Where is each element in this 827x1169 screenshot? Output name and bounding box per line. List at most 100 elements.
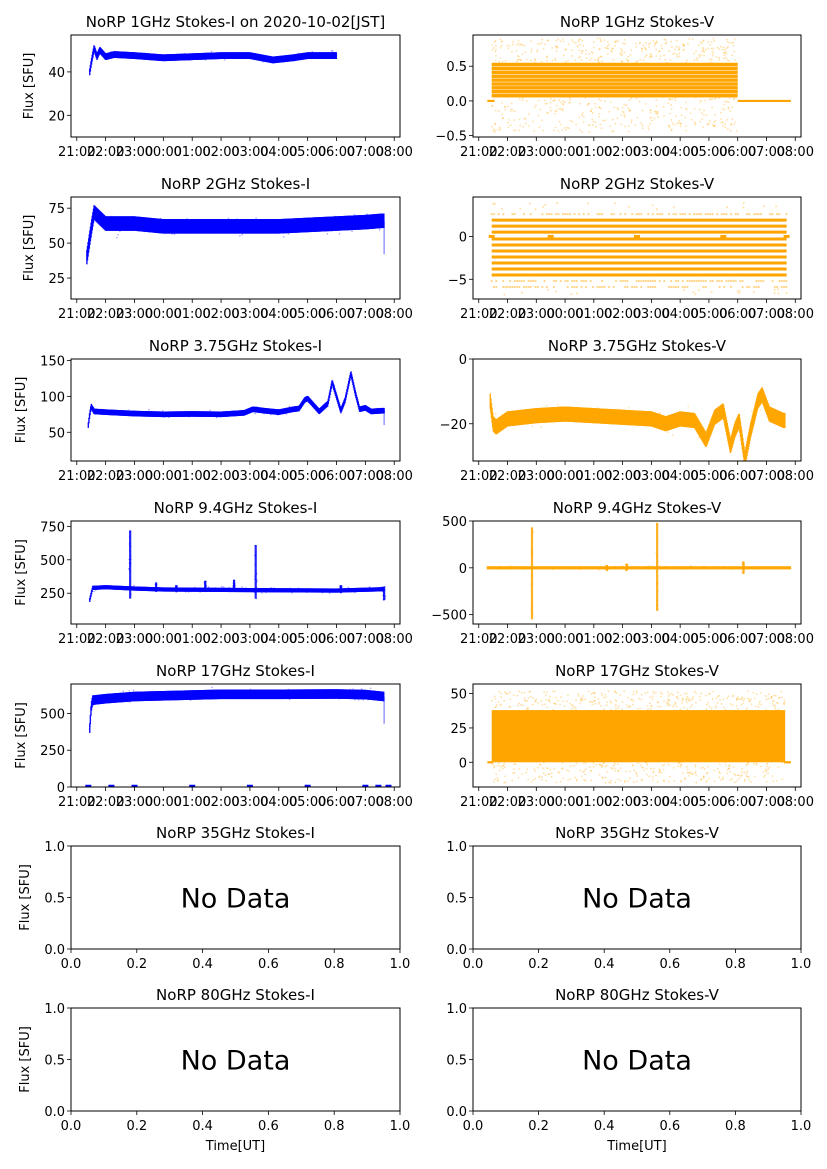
- data-point: [723, 213, 726, 216]
- data-point: [255, 217, 257, 219]
- data-point: [657, 110, 660, 113]
- data-point: [519, 59, 522, 61]
- data-point: [521, 53, 524, 56]
- data-point: [780, 285, 783, 289]
- data-point: [723, 103, 726, 106]
- data-point: [630, 97, 633, 100]
- data-point: [572, 41, 575, 44]
- data-point: [548, 213, 551, 216]
- data-point: [708, 122, 711, 125]
- data-point: [677, 285, 680, 289]
- data-point: [778, 213, 781, 216]
- data-point: [254, 591, 256, 594]
- data-point: [511, 50, 513, 53]
- data-point: [579, 55, 582, 58]
- data-point: [547, 288, 550, 291]
- x-tick-label: 22:00: [87, 469, 124, 484]
- data-point: [741, 285, 744, 289]
- data-point: [254, 412, 256, 415]
- data-point: [530, 602, 533, 605]
- data-point: [618, 408, 621, 410]
- data-point: [527, 279, 530, 283]
- data-point: [559, 123, 562, 126]
- data-point: [610, 49, 613, 52]
- data-point: [534, 58, 536, 61]
- y-tick-label: 20: [48, 109, 65, 124]
- data-point: [748, 285, 751, 289]
- data-point: [742, 202, 745, 205]
- data-point: [729, 285, 733, 289]
- data-point: [500, 45, 503, 47]
- data-point: [727, 279, 730, 283]
- y-tick-label: 0: [459, 230, 467, 245]
- data-point: [522, 125, 525, 128]
- data-point: [531, 605, 534, 608]
- data-point: [698, 56, 701, 58]
- data-point: [530, 40, 532, 43]
- data-point: [655, 48, 658, 51]
- data-point: [175, 588, 177, 591]
- data-point: [594, 106, 597, 109]
- data-point: [611, 118, 614, 121]
- data-point: [635, 97, 638, 100]
- data-point: [676, 122, 678, 125]
- data-point: [204, 587, 206, 590]
- data-point: [649, 279, 652, 283]
- data-point: [597, 59, 599, 62]
- data-point: [545, 285, 549, 289]
- data-point: [733, 50, 736, 53]
- data-point: [520, 43, 523, 46]
- data-point: [554, 59, 557, 61]
- data-point: [696, 57, 698, 60]
- data-point: [671, 98, 674, 101]
- data-point: [685, 108, 688, 111]
- data-point: [626, 565, 628, 568]
- data-point: [254, 564, 257, 567]
- data-point: [592, 41, 595, 43]
- data-point: [527, 285, 530, 289]
- data-point: [721, 48, 724, 51]
- data-point: [384, 597, 386, 600]
- data-point: [720, 118, 723, 120]
- data-point: [579, 129, 582, 131]
- data-point: [644, 48, 647, 51]
- data-point: [780, 279, 783, 283]
- data-point: [530, 552, 533, 555]
- data-point: [494, 59, 497, 62]
- data-point: [624, 213, 627, 216]
- subplot-title: NoRP 2GHz Stokes-I: [161, 175, 310, 193]
- data-point: [545, 111, 548, 114]
- data-point: [366, 213, 368, 215]
- data-point: [203, 581, 206, 584]
- data-point: [685, 129, 688, 132]
- data-point: [509, 124, 512, 127]
- data-point: [654, 42, 657, 45]
- data-point: [728, 101, 730, 104]
- data-point: [175, 587, 177, 590]
- data-point: [724, 100, 727, 103]
- data-point: [680, 106, 683, 109]
- data-point: [624, 285, 627, 289]
- data-point: [713, 125, 715, 127]
- data-point: [710, 41, 713, 43]
- data-point: [521, 43, 524, 46]
- data-point: [383, 593, 385, 596]
- data-point: [339, 590, 342, 593]
- data-point: [647, 285, 650, 289]
- data-point: [254, 551, 257, 554]
- x-tick-label: 05:00: [690, 307, 727, 322]
- data-point: [561, 102, 564, 105]
- data-point: [339, 585, 342, 588]
- data-series: [488, 359, 790, 461]
- data-point: [598, 285, 601, 289]
- data-point: [666, 61, 668, 64]
- data-point: [657, 566, 660, 569]
- data-point: [203, 580, 206, 583]
- data-point: [649, 123, 651, 125]
- data-point: [620, 114, 623, 117]
- data-point: [220, 585, 223, 588]
- data-point: [558, 99, 561, 101]
- data-point: [644, 42, 647, 44]
- data-point: [703, 54, 705, 57]
- data-point: [656, 590, 659, 593]
